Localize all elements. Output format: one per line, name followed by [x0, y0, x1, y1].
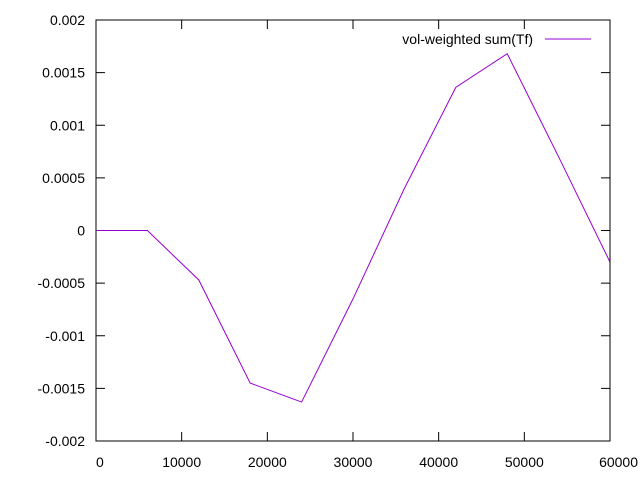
- plot-frame: [95, 19, 611, 442]
- y-tick-label: 0.001: [50, 117, 85, 133]
- x-tick-label: 50000: [505, 454, 544, 470]
- y-tick-label: -0.002: [45, 433, 85, 449]
- series-line-0: [96, 52, 611, 403]
- x-tick-label: 30000: [334, 454, 373, 470]
- x-tick-label: 20000: [248, 454, 287, 470]
- x-tick-label: 0: [96, 454, 104, 470]
- x-tick-label: 10000: [162, 454, 201, 470]
- x-axis-ticks: 0 10000 20000 30000 40000 50000 60000: [95, 20, 638, 470]
- x-tick-label: 60000: [599, 454, 638, 470]
- y-tick-label: -0.0005: [38, 275, 86, 291]
- y-tick-label: 0.002: [50, 12, 85, 28]
- y-tick-label: 0: [77, 223, 85, 239]
- y-tick-label: -0.001: [45, 328, 85, 344]
- x-tick-label: 40000: [419, 454, 458, 470]
- legend: vol-weighted sum(Tf): [402, 31, 591, 47]
- y-tick-label: 0.0005: [42, 170, 85, 186]
- y-axis-ticks: -0.002 -0.0015 -0.001 -0.0005 0 0.0005 0.001 0.…: [38, 12, 610, 449]
- y-tick-label: -0.0015: [38, 380, 86, 396]
- legend-label-series-0: vol-weighted sum(Tf): [402, 31, 533, 47]
- y-tick-label: 0.0015: [42, 65, 85, 81]
- series-layer: [96, 52, 611, 403]
